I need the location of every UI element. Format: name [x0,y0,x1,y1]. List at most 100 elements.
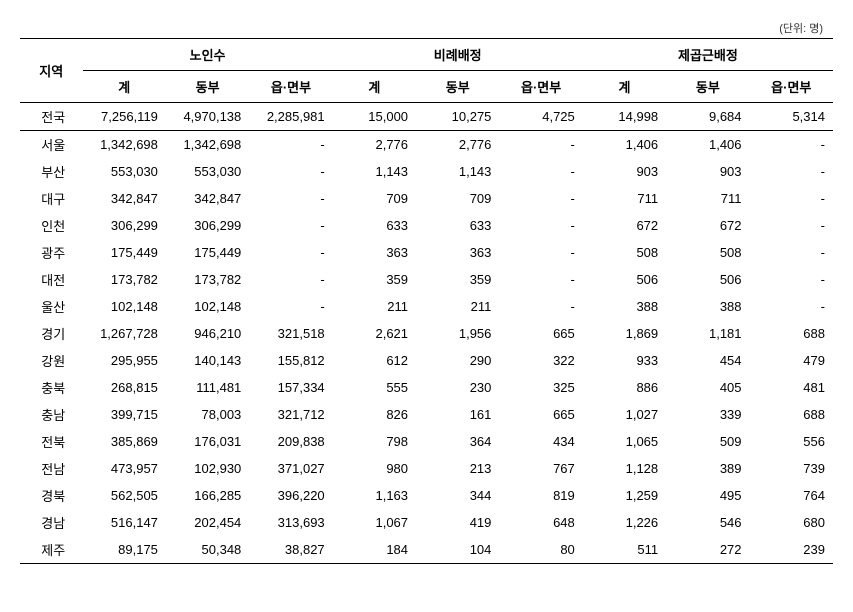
cell-g2-dong: 10,275 [416,103,499,131]
cell-region: 전북 [20,428,83,455]
cell-g3-dong: 546 [666,509,749,536]
cell-g1-eup: - [249,131,332,159]
cell-g3-dong: 339 [666,401,749,428]
cell-g1-dong: 553,030 [166,158,249,185]
cell-g3-dong: 454 [666,347,749,374]
cell-g2-eup: - [499,212,582,239]
table-row: 경남516,147202,454313,6931,0674196481,2265… [20,509,833,536]
cell-g3-dong: 389 [666,455,749,482]
cell-g1-eup: 313,693 [249,509,332,536]
cell-g2-dong: 419 [416,509,499,536]
cell-g3-dong: 1,406 [666,131,749,159]
cell-region: 부산 [20,158,83,185]
cell-g2-dong: 230 [416,374,499,401]
cell-region: 경북 [20,482,83,509]
cell-g3-eup: 680 [750,509,833,536]
cell-g3-eup: - [750,131,833,159]
cell-g2-eup: 434 [499,428,582,455]
cell-g3-total: 511 [583,536,666,564]
cell-g1-eup: 2,285,981 [249,103,332,131]
cell-g3-dong: 506 [666,266,749,293]
cell-g1-total: 562,505 [83,482,166,509]
cell-g3-eup: 479 [750,347,833,374]
cell-g3-eup: 481 [750,374,833,401]
cell-g2-dong: 1,956 [416,320,499,347]
cell-g2-total: 826 [333,401,416,428]
cell-g3-total: 1,226 [583,509,666,536]
cell-g1-total: 385,869 [83,428,166,455]
cell-g2-eup: 4,725 [499,103,582,131]
cell-g2-total: 1,163 [333,482,416,509]
table-row: 서울1,342,6981,342,698-2,7762,776-1,4061,4… [20,131,833,159]
cell-g1-dong: 342,847 [166,185,249,212]
cell-g2-total: 980 [333,455,416,482]
cell-g3-eup: 5,314 [750,103,833,131]
cell-region: 인천 [20,212,83,239]
cell-g3-dong: 509 [666,428,749,455]
cell-g2-dong: 363 [416,239,499,266]
cell-g2-dong: 104 [416,536,499,564]
cell-g2-total: 363 [333,239,416,266]
cell-region: 충남 [20,401,83,428]
cell-g2-total: 555 [333,374,416,401]
cell-g2-dong: 709 [416,185,499,212]
cell-g1-eup: - [249,158,332,185]
cell-g1-dong: 166,285 [166,482,249,509]
cell-g2-dong: 364 [416,428,499,455]
cell-g2-dong: 211 [416,293,499,320]
cell-g3-eup: - [750,266,833,293]
table-row: 강원295,955140,143155,81261229032293345447… [20,347,833,374]
cell-region: 전남 [20,455,83,482]
table-row: 대전173,782173,782-359359-506506- [20,266,833,293]
cell-g1-eup: 321,712 [249,401,332,428]
table-row: 충북268,815111,481157,33455523032588640548… [20,374,833,401]
header-g3-dong: 동부 [666,71,749,103]
cell-g2-total: 359 [333,266,416,293]
cell-g1-eup: 157,334 [249,374,332,401]
cell-g3-dong: 672 [666,212,749,239]
cell-g1-eup: - [249,266,332,293]
cell-g1-dong: 1,342,698 [166,131,249,159]
cell-g3-total: 711 [583,185,666,212]
cell-g3-total: 1,128 [583,455,666,482]
cell-g3-eup: 688 [750,320,833,347]
cell-g1-total: 473,957 [83,455,166,482]
cell-g3-eup: 764 [750,482,833,509]
cell-g3-eup: 739 [750,455,833,482]
cell-g1-eup: - [249,293,332,320]
cell-g3-eup: - [750,185,833,212]
table-row: 울산102,148102,148-211211-388388- [20,293,833,320]
cell-g2-dong: 1,143 [416,158,499,185]
cell-g1-eup: - [249,185,332,212]
cell-g2-eup: 322 [499,347,582,374]
cell-g2-dong: 359 [416,266,499,293]
cell-g1-dong: 175,449 [166,239,249,266]
cell-g2-eup: 325 [499,374,582,401]
header-g1-eup: 읍·면부 [249,71,332,103]
table-row: 광주175,449175,449-363363-508508- [20,239,833,266]
header-g2-total: 계 [333,71,416,103]
table-row: 경북562,505166,285396,2201,1633448191,2594… [20,482,833,509]
cell-g3-eup: 688 [750,401,833,428]
cell-g2-eup: - [499,266,582,293]
cell-g2-eup: - [499,239,582,266]
cell-g3-total: 388 [583,293,666,320]
cell-g3-dong: 405 [666,374,749,401]
cell-g3-dong: 1,181 [666,320,749,347]
header-g1-dong: 동부 [166,71,249,103]
cell-g3-total: 672 [583,212,666,239]
cell-g2-eup: 665 [499,401,582,428]
cell-region: 대전 [20,266,83,293]
cell-g2-eup: - [499,185,582,212]
data-table: 지역 노인수 비례배정 제곱근배정 계 동부 읍·면부 계 동부 읍·면부 계 … [20,38,833,564]
cell-g2-dong: 344 [416,482,499,509]
cell-g1-total: 1,342,698 [83,131,166,159]
cell-g2-total: 633 [333,212,416,239]
cell-g2-total: 2,621 [333,320,416,347]
header-g1-total: 계 [83,71,166,103]
cell-g3-eup: 556 [750,428,833,455]
cell-g2-eup: 80 [499,536,582,564]
cell-g3-dong: 711 [666,185,749,212]
header-region: 지역 [20,39,83,103]
cell-g3-eup: - [750,239,833,266]
